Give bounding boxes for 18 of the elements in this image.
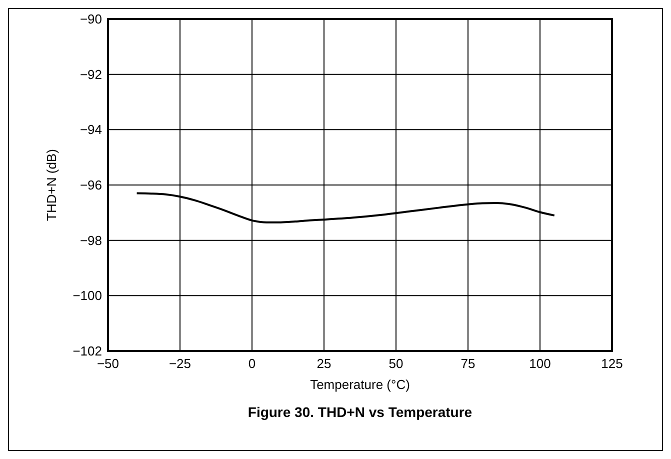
y-axis-title: THD+N (dB) xyxy=(44,149,59,221)
y-tick-label: −90 xyxy=(80,12,102,26)
y-tick-label: −96 xyxy=(80,178,102,192)
x-tick-label: 75 xyxy=(460,356,476,371)
x-tick-label: −25 xyxy=(168,356,192,371)
x-tick-label: 100 xyxy=(529,356,551,371)
y-tick-label: −98 xyxy=(80,232,102,248)
x-tick-label: 50 xyxy=(388,356,404,371)
y-tick-label: −100 xyxy=(72,288,102,304)
y-tick-label: −102 xyxy=(72,344,102,358)
x-tick-label: 0 xyxy=(248,356,256,371)
y-tick-label: −92 xyxy=(80,66,102,82)
x-tick-label: −50 xyxy=(96,356,120,371)
x-tick-label: 25 xyxy=(316,356,332,371)
x-axis-title: Temperature (°C) xyxy=(310,377,410,392)
x-tick-label: 125 xyxy=(601,356,623,371)
y-tick-label: −94 xyxy=(80,122,102,138)
text: Figure 30. THD+N vs Temperature xyxy=(248,404,472,420)
